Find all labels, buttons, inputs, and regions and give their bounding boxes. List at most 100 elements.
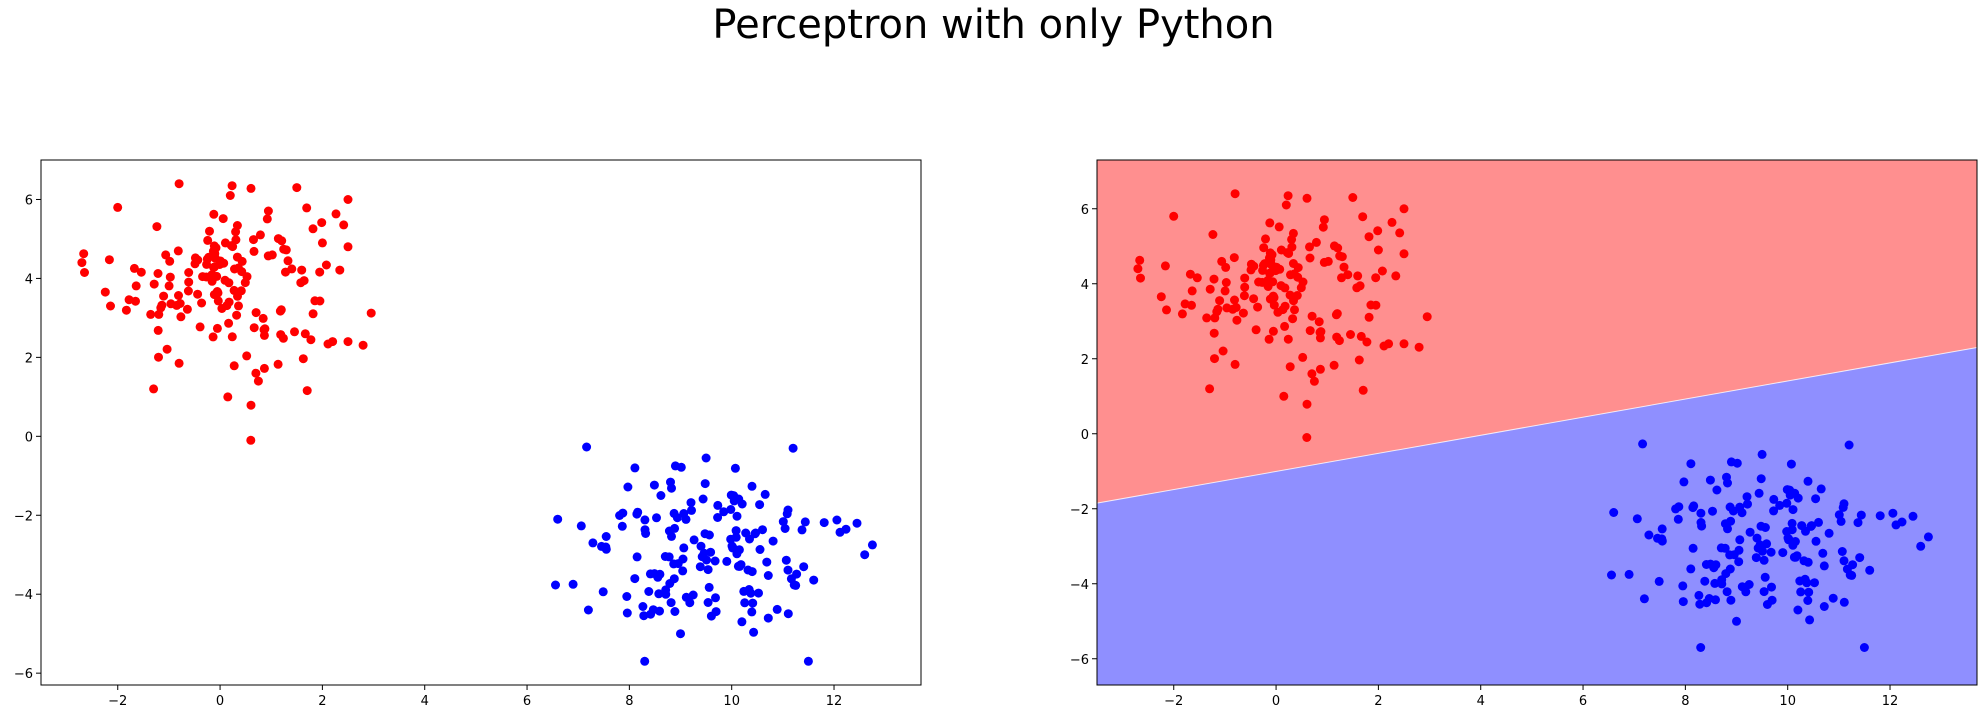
data-point <box>212 323 222 333</box>
data-point <box>1240 282 1250 292</box>
data-point <box>1212 307 1222 317</box>
data-point <box>1259 243 1269 253</box>
data-point <box>1756 474 1766 484</box>
data-point <box>1253 302 1263 312</box>
x-tick: 2 <box>1374 685 1383 709</box>
y-tick: 2 <box>1081 353 1097 368</box>
data-point <box>703 598 713 607</box>
data-point <box>1288 314 1298 324</box>
y-tick: −4 <box>1070 578 1097 593</box>
data-point <box>315 267 325 277</box>
data-point <box>576 521 586 531</box>
data-point <box>153 325 163 335</box>
data-point <box>1258 265 1268 275</box>
data-point <box>1366 300 1376 310</box>
data-point <box>1720 543 1730 553</box>
y-tick: −6 <box>14 667 41 682</box>
data-point <box>1302 193 1312 203</box>
data-point <box>1796 587 1806 597</box>
data-point <box>1215 296 1225 306</box>
x-tick-label: 6 <box>523 694 531 709</box>
data-point <box>799 562 809 572</box>
data-point <box>246 183 256 193</box>
data-point <box>737 617 747 627</box>
y-tick-label: 2 <box>1081 353 1089 368</box>
data-point <box>258 313 268 323</box>
data-point <box>1414 342 1424 352</box>
data-point <box>1177 309 1187 319</box>
data-point <box>1865 565 1875 575</box>
y-tick-label: 2 <box>25 351 33 366</box>
data-point <box>267 250 277 260</box>
data-point <box>1688 543 1698 553</box>
data-point <box>218 214 228 224</box>
data-point <box>1759 587 1769 597</box>
data-point <box>1362 337 1372 347</box>
data-point <box>1298 352 1308 362</box>
data-point <box>1269 300 1279 310</box>
data-point <box>1673 514 1683 524</box>
data-point <box>255 230 265 240</box>
data-point <box>1859 643 1869 652</box>
left-series-red <box>77 179 376 445</box>
data-point <box>1762 600 1772 609</box>
data-point <box>1265 268 1275 278</box>
data-point <box>259 325 269 335</box>
data-point <box>778 517 788 527</box>
data-point <box>782 509 792 519</box>
data-point <box>328 337 338 347</box>
y-tick-label: −2 <box>14 509 33 524</box>
data-point <box>1696 518 1706 527</box>
data-point <box>287 264 297 274</box>
y-tick-label: −4 <box>14 588 33 603</box>
data-point <box>209 262 219 272</box>
left-axes-frame <box>40 159 922 686</box>
data-point <box>343 337 353 347</box>
x-tick: 8 <box>1681 685 1690 709</box>
x-tick: 6 <box>1579 685 1587 709</box>
data-point <box>225 191 235 200</box>
data-point <box>290 327 299 337</box>
data-point <box>1210 354 1219 364</box>
data-point <box>1205 384 1215 394</box>
data-point <box>686 498 696 508</box>
data-point <box>867 540 877 550</box>
data-point <box>681 514 691 524</box>
data-point <box>667 483 676 493</box>
data-point <box>1760 572 1770 582</box>
data-point <box>1311 237 1321 247</box>
x-tick-label: 2 <box>318 694 326 709</box>
data-point <box>1208 230 1218 239</box>
data-point <box>343 195 353 204</box>
data-point <box>1371 273 1381 283</box>
data-point <box>772 604 782 614</box>
data-point <box>1766 547 1776 557</box>
data-point <box>730 463 740 473</box>
data-point <box>689 535 699 545</box>
right-series-blue <box>1607 439 1933 652</box>
data-point <box>601 544 611 554</box>
data-point <box>1265 218 1275 228</box>
data-point <box>1752 533 1762 543</box>
data-point <box>1805 615 1815 625</box>
data-point <box>1218 346 1228 356</box>
data-point <box>852 518 862 528</box>
data-point <box>1745 527 1755 537</box>
data-point <box>174 358 184 368</box>
x-tick: −2 <box>1164 685 1183 709</box>
data-point <box>129 263 139 273</box>
data-point <box>656 491 666 500</box>
data-point <box>744 585 754 594</box>
data-point <box>236 286 246 296</box>
data-point <box>1678 597 1688 607</box>
data-point <box>202 259 212 269</box>
data-point <box>733 561 743 571</box>
data-point <box>749 627 759 637</box>
data-point <box>1754 488 1764 498</box>
data-point <box>1818 548 1828 558</box>
data-point <box>661 589 671 599</box>
data-point <box>1767 582 1776 592</box>
data-point <box>278 333 288 343</box>
data-point <box>740 598 750 608</box>
data-point <box>1296 283 1306 293</box>
